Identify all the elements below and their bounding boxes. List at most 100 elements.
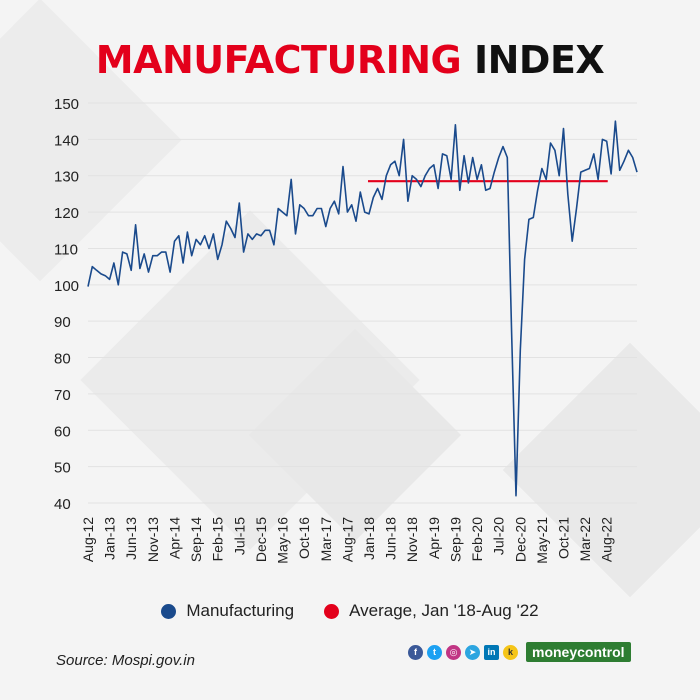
brand-logo: moneycontrol	[526, 642, 631, 662]
manufacturing-data-point	[234, 237, 236, 239]
manufacturing-data-point	[494, 171, 496, 173]
x-tick-label: Sep-14	[188, 517, 204, 562]
manufacturing-data-point	[498, 157, 500, 159]
manufacturing-data-point	[334, 200, 336, 202]
manufacturing-data-point	[109, 279, 111, 281]
manufacturing-data-point	[148, 271, 150, 273]
x-tick-label: Jun-18	[383, 517, 399, 560]
legend-dot-average	[324, 603, 340, 619]
manufacturing-data-point	[407, 200, 409, 202]
twitter-icon[interactable]: t	[427, 644, 442, 660]
manufacturing-data-point	[394, 160, 396, 162]
manufacturing-data-point	[489, 188, 491, 190]
manufacturing-data-point	[442, 153, 444, 155]
y-tick-label: 50	[54, 460, 71, 477]
manufacturing-data-point	[321, 208, 323, 210]
manufacturing-data-point	[606, 140, 608, 142]
y-tick-label: 60	[54, 423, 71, 440]
manufacturing-data-point	[286, 215, 288, 217]
facebook-icon[interactable]: f	[408, 644, 423, 660]
manufacturing-data-point	[502, 146, 504, 148]
x-tick-label: Feb-15	[210, 517, 226, 562]
chart-legend: Manufacturing Average, Jan '18-Aug '22	[0, 601, 700, 621]
manufacturing-data-point	[230, 228, 232, 230]
manufacturing-data-point	[156, 255, 158, 257]
manufacturing-data-point	[299, 204, 301, 206]
manufacturing-data-point	[463, 155, 465, 157]
y-tick-label: 90	[54, 314, 71, 331]
manufacturing-data-point	[290, 179, 292, 181]
manufacturing-data-point	[420, 186, 422, 188]
manufacturing-data-point	[597, 179, 599, 181]
manufacturing-data-point	[537, 189, 539, 191]
manufacturing-data-point	[355, 220, 357, 222]
x-tick-label: Jan-13	[102, 517, 118, 560]
instagram-icon[interactable]: ◎	[446, 644, 461, 660]
title-part-1: MANUFACTURING	[95, 38, 462, 82]
manufacturing-data-point	[567, 193, 569, 195]
manufacturing-data-point	[472, 157, 474, 159]
manufacturing-data-point	[571, 240, 573, 242]
y-tick-label: 40	[54, 496, 71, 513]
telegram-icon[interactable]: ➤	[465, 644, 480, 660]
x-tick-label: Jul-20	[491, 517, 507, 555]
manufacturing-data-point	[100, 273, 102, 275]
legend-item-average: Average, Jan '18-Aug '22	[324, 601, 539, 621]
y-tick-label: 140	[54, 132, 79, 149]
manufacturing-data-point	[351, 204, 353, 206]
manufacturing-data-point	[398, 175, 400, 177]
manufacturing-data-point	[524, 259, 526, 261]
x-tick-label: Jun-13	[123, 517, 139, 560]
manufacturing-data-point	[411, 175, 413, 177]
manufacturing-data-point	[264, 229, 266, 231]
manufacturing-data-point	[161, 251, 163, 253]
manufacturing-data-point	[619, 169, 621, 171]
manufacturing-data-point	[316, 208, 318, 210]
manufacturing-data-point	[515, 495, 517, 497]
manufacturing-data-point	[338, 213, 340, 215]
manufacturing-data-point	[377, 188, 379, 190]
manufacturing-data-point	[200, 244, 202, 246]
x-tick-label: May-21	[534, 517, 550, 564]
footer-brand-bar: f t ◎ ➤ in k moneycontrol	[408, 642, 631, 662]
manufacturing-data-point	[87, 286, 89, 288]
x-tick-label: Sep-19	[447, 517, 463, 562]
x-tick-label: May-16	[275, 517, 291, 564]
manufacturing-data-point	[610, 173, 612, 175]
manufacturing-data-point	[459, 189, 461, 191]
manufacturing-data-point	[204, 235, 206, 237]
manufacturing-data-point	[429, 168, 431, 170]
manufacturing-data-point	[541, 168, 543, 170]
manufacturing-data-point	[217, 259, 219, 261]
manufacturing-data-point	[251, 239, 253, 241]
manufacturing-data-point	[329, 208, 331, 210]
manufacturing-data-point	[532, 217, 534, 219]
manufacturing-data-point	[446, 155, 448, 157]
x-tick-label: Dec-15	[253, 517, 269, 562]
manufacturing-data-point	[104, 275, 106, 277]
manufacturing-data-point	[96, 269, 98, 271]
manufacturing-data-point	[580, 171, 582, 173]
manufacturing-series-line	[87, 120, 638, 497]
manufacturing-data-point	[117, 284, 119, 286]
manufacturing-data-point	[424, 175, 426, 177]
manufacturing-data-point	[347, 211, 349, 213]
manufacturing-data-point	[143, 253, 145, 255]
koo-icon[interactable]: k	[503, 644, 518, 660]
manufacturing-data-point	[558, 175, 560, 177]
manufacturing-data-point	[174, 240, 176, 242]
manufacturing-data-point	[485, 189, 487, 191]
manufacturing-data-point	[589, 168, 591, 170]
x-tick-label: Oct-16	[296, 517, 312, 559]
manufacturing-data-point	[360, 191, 362, 193]
manufacturing-data-point	[191, 255, 193, 257]
y-tick-label: 130	[54, 169, 79, 186]
manufacturing-data-point	[182, 262, 184, 264]
manufacturing-data-point	[260, 235, 262, 237]
x-tick-label: Dec-20	[512, 517, 528, 562]
y-tick-label: 70	[54, 387, 71, 404]
linkedin-icon[interactable]: in	[484, 644, 499, 660]
manufacturing-data-point	[554, 149, 556, 151]
legend-label-average: Average, Jan '18-Aug '22	[349, 601, 539, 620]
manufacturing-data-point	[277, 208, 279, 210]
